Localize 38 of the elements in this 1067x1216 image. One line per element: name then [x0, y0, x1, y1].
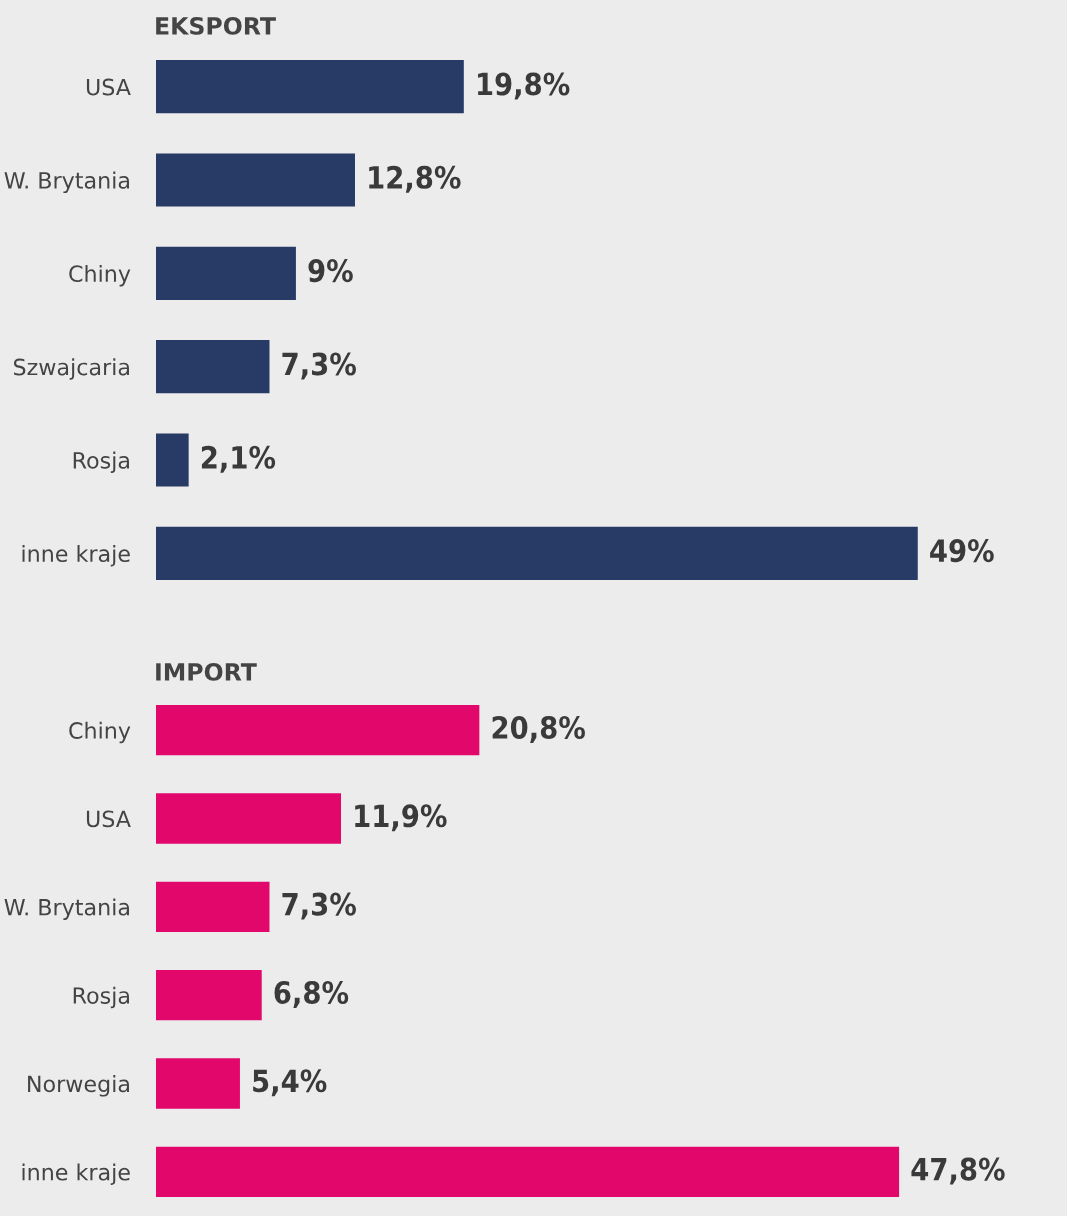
y-tick-label: Szwajcaria — [13, 358, 129, 380]
chart-title: EKSPORT — [156, 16, 276, 35]
bar — [156, 1146, 900, 1198]
y-tick-label: inne kraje — [22, 1163, 130, 1185]
chart-title: IMPORT — [156, 662, 257, 681]
bar — [156, 793, 341, 844]
data-label: 47,8% — [911, 1157, 1005, 1185]
y-tick-label: Rosja — [73, 986, 129, 1009]
data-label: 12,8% — [369, 165, 461, 193]
y-tick-label: W. Brytania — [4, 898, 129, 920]
data-label: 19,8% — [478, 72, 570, 100]
y-tick-label: Chiny — [69, 721, 131, 744]
bar — [156, 881, 270, 933]
y-tick-label: inne kraje — [22, 544, 130, 567]
data-label: 11,9% — [355, 804, 447, 832]
data-label: 9% — [308, 259, 353, 283]
data-label: 7,3% — [282, 892, 356, 920]
y-tick-label: USA — [86, 78, 131, 96]
bar — [156, 526, 918, 580]
y-tick-label: Rosja — [73, 451, 129, 474]
bar — [156, 60, 464, 114]
bar — [156, 969, 262, 1021]
bar — [156, 704, 480, 756]
y-tick-label: Norwegia — [28, 1075, 129, 1097]
data-label: 49% — [930, 539, 994, 563]
bar — [156, 433, 189, 487]
y-tick-label: USA — [86, 810, 131, 828]
y-tick-label: Chiny — [69, 264, 131, 287]
bar — [156, 153, 355, 207]
bar — [156, 1058, 240, 1109]
data-label: 2,1% — [201, 445, 276, 473]
bar — [156, 340, 270, 394]
data-label: 6,8% — [274, 980, 349, 1008]
data-label: 5,4% — [253, 1069, 327, 1097]
data-label: 7,3% — [282, 352, 356, 380]
data-label: 20,8% — [492, 715, 585, 743]
y-tick-label: W. Brytania — [4, 171, 129, 194]
bar — [156, 246, 296, 300]
